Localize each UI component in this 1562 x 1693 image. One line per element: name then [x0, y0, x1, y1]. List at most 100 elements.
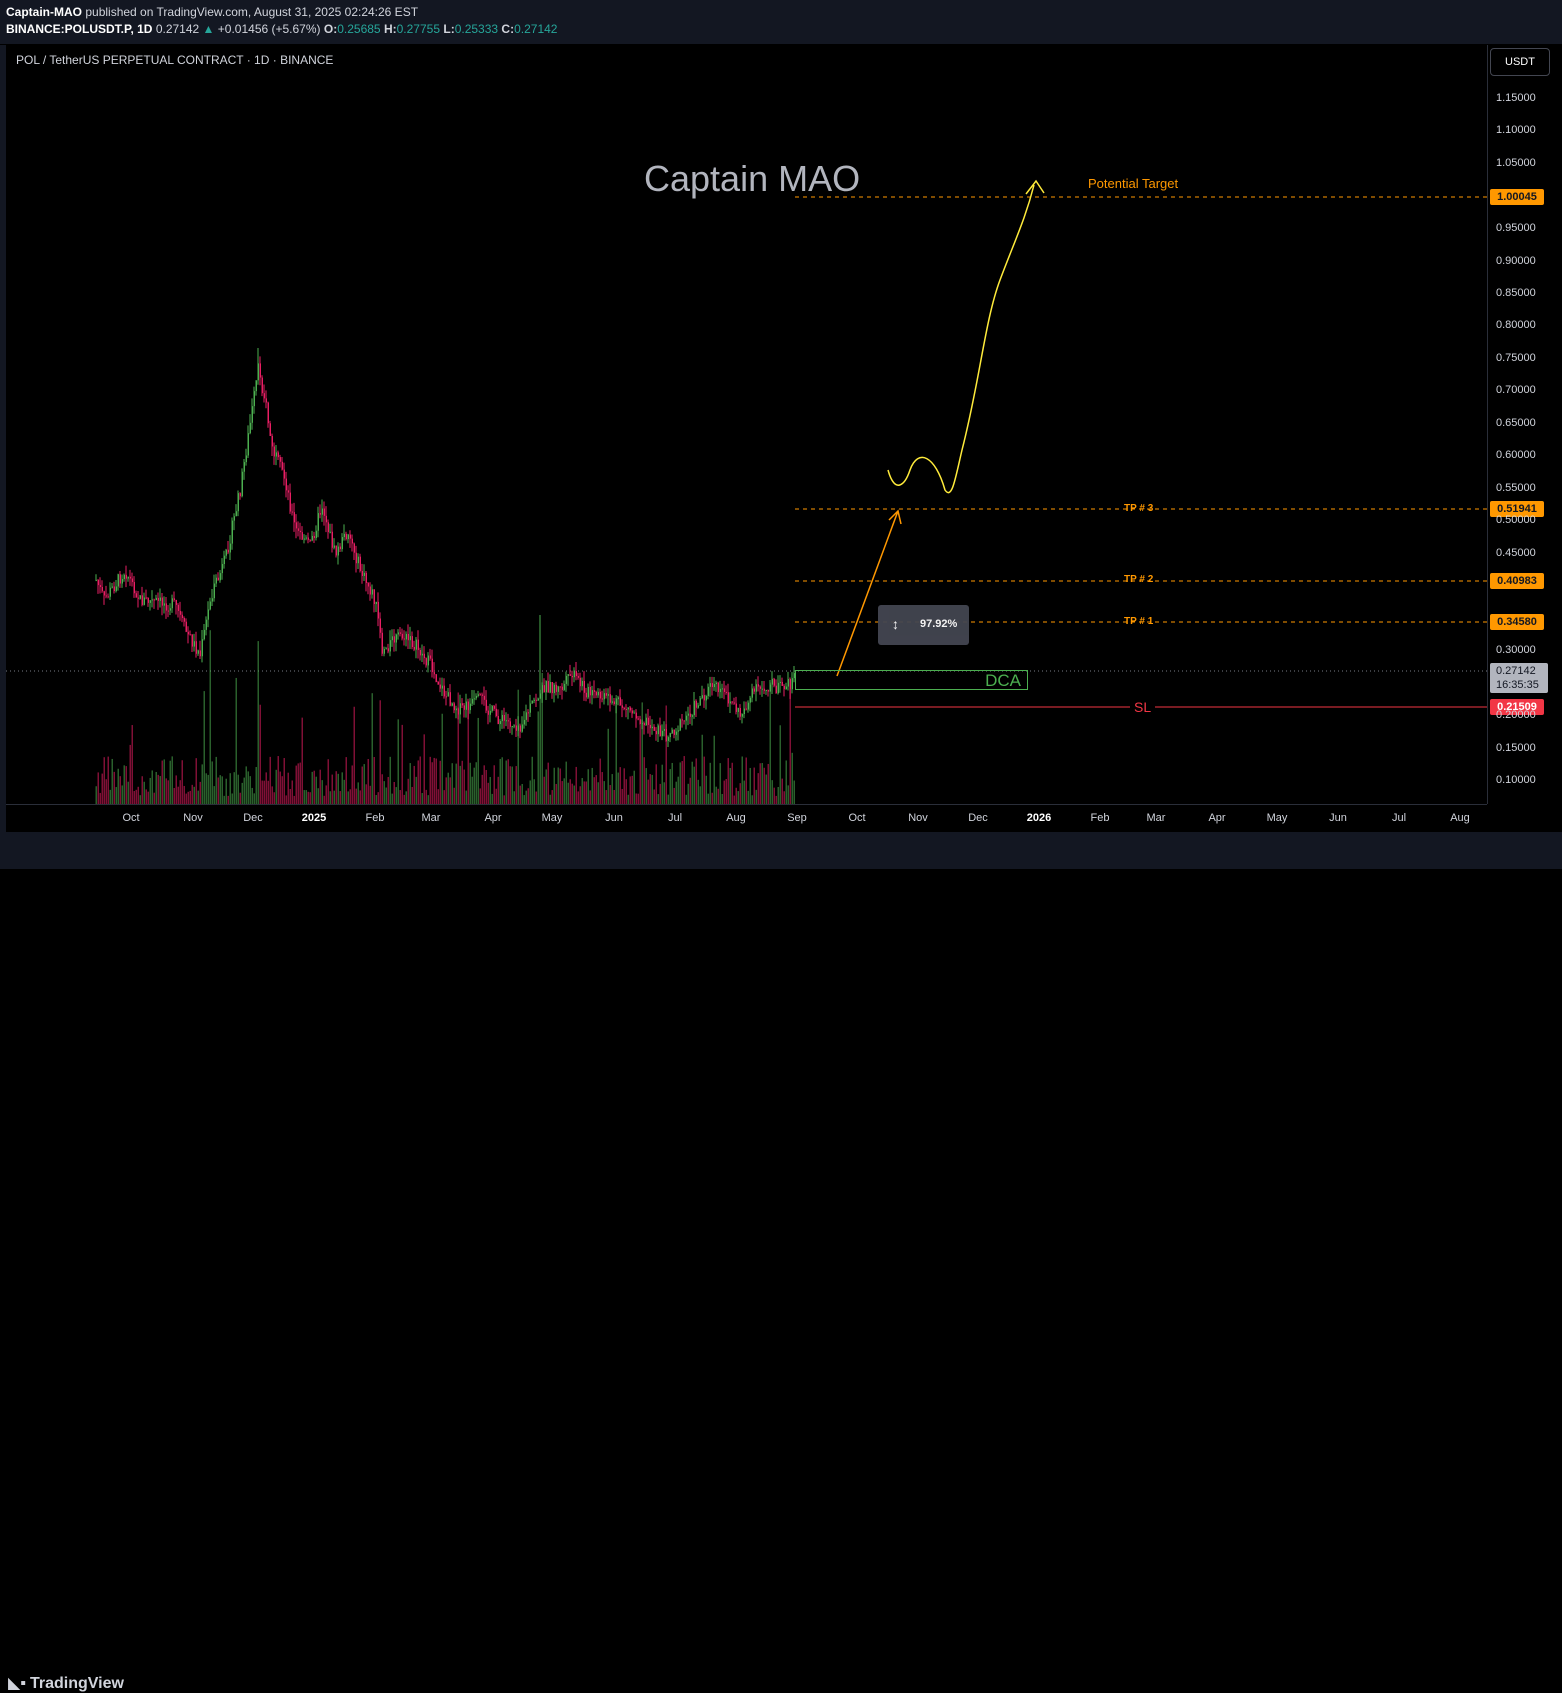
- low-label: L:: [443, 22, 455, 36]
- volume-bar: [283, 758, 285, 804]
- volume-bar: [491, 793, 493, 804]
- author-name[interactable]: Captain-MAO: [6, 5, 82, 19]
- volume-bar: [471, 776, 473, 804]
- volume-bar: [191, 784, 193, 804]
- candle-body: [771, 678, 773, 685]
- tp3-label[interactable]: TP # 3: [1124, 503, 1154, 514]
- volume-bar: [757, 773, 759, 804]
- candle-body: [593, 690, 595, 692]
- volume-bar: [691, 761, 693, 804]
- candle-body: [355, 552, 357, 564]
- candle-body: [311, 535, 313, 541]
- time-axis-label: Jul: [1391, 812, 1407, 824]
- candle-body: [535, 699, 537, 701]
- price-range-measure[interactable]: ↕ 97.92%: [878, 605, 969, 645]
- time-axis-label: Nov: [183, 812, 203, 824]
- candle-body: [317, 513, 319, 531]
- tp2-label[interactable]: TP # 2: [1124, 574, 1154, 585]
- candle-body: [685, 715, 687, 721]
- stop-loss-label[interactable]: SL: [1130, 699, 1156, 715]
- candle-body: [225, 549, 227, 556]
- volume-bar: [541, 672, 543, 804]
- chart-pane[interactable]: [6, 45, 1487, 804]
- candle-body: [123, 574, 125, 580]
- volume-bar: [197, 790, 199, 804]
- candle-body: [449, 692, 451, 706]
- candle-body: [325, 515, 327, 523]
- volume-bar: [259, 704, 261, 804]
- volume-bar: [317, 788, 319, 804]
- candle-body: [419, 650, 421, 656]
- candle-body: [351, 538, 353, 544]
- candle-body: [749, 697, 751, 703]
- volume-bar: [509, 766, 511, 804]
- time-axis-label: Oct: [122, 812, 140, 824]
- volume-bar: [395, 787, 397, 804]
- volume-bar: [219, 775, 221, 804]
- candle-body: [235, 511, 237, 517]
- candle-body: [221, 564, 223, 574]
- candle-body: [595, 691, 597, 696]
- volume-bar: [645, 768, 647, 804]
- potential-target-label[interactable]: Potential Target: [1088, 176, 1179, 191]
- open-label: O:: [323, 22, 338, 36]
- candle-body: [215, 577, 217, 584]
- candle-body: [661, 730, 663, 737]
- volume-bar: [227, 795, 229, 804]
- dca-zone[interactable]: DCA: [795, 670, 1028, 690]
- volume-bar: [205, 773, 207, 804]
- volume-bar: [751, 795, 753, 804]
- candle-body: [281, 461, 283, 470]
- volume-bar: [287, 772, 289, 804]
- candle-body: [589, 686, 591, 696]
- candle-body: [471, 698, 473, 704]
- candle-body: [107, 596, 109, 598]
- volume-bar: [295, 765, 297, 804]
- volume-bar: [657, 794, 659, 804]
- time-axis[interactable]: [6, 804, 1487, 833]
- currency-button[interactable]: USDT: [1490, 48, 1550, 76]
- publish-info: Captain-MAO published on TradingView.com…: [6, 5, 418, 19]
- volume-bar: [495, 788, 497, 804]
- volume-bar: [193, 786, 195, 804]
- symbol-label[interactable]: BINANCE:POLUSDT.P, 1D: [6, 22, 153, 36]
- candle-body: [705, 696, 707, 701]
- volume-bar: [457, 692, 459, 804]
- candle-body: [587, 686, 589, 698]
- candle-body: [485, 699, 487, 711]
- volume-bar: [779, 725, 781, 804]
- candle-body: [379, 618, 381, 633]
- candle-body: [347, 534, 349, 540]
- volume-bar: [421, 793, 423, 804]
- volume-bar: [133, 790, 135, 804]
- volume-bar: [593, 777, 595, 804]
- tp1-label[interactable]: TP # 1: [1124, 616, 1154, 627]
- volume-bar: [587, 769, 589, 804]
- volume-bar: [579, 786, 581, 804]
- candle-body: [441, 685, 443, 689]
- author-watermark: Captain MAO: [644, 158, 861, 199]
- volume-bar: [661, 764, 663, 804]
- volume-bar: [679, 762, 681, 804]
- volume-bar: [143, 781, 145, 804]
- volume-bar: [223, 795, 225, 804]
- tradingview-logo[interactable]: ◣▪ TradingView: [8, 1673, 124, 1693]
- volume-bar: [303, 790, 305, 804]
- volume-bar: [127, 781, 129, 804]
- volume-bar: [669, 769, 671, 804]
- volume-bar: [725, 779, 727, 804]
- candle-body: [791, 678, 793, 690]
- volume-bar: [553, 767, 555, 804]
- volume-bar: [271, 786, 273, 804]
- chart-canvas[interactable]: [6, 45, 1487, 804]
- volume-bar: [377, 792, 379, 804]
- volume-bar: [97, 772, 99, 804]
- candle-body: [263, 393, 265, 399]
- candle-body: [717, 682, 719, 693]
- volume-bar: [345, 757, 347, 804]
- volume-bar: [397, 719, 399, 804]
- candle-body: [429, 655, 431, 659]
- candle-body: [331, 531, 333, 548]
- volume-bar: [585, 781, 587, 804]
- volume-bar: [789, 687, 791, 804]
